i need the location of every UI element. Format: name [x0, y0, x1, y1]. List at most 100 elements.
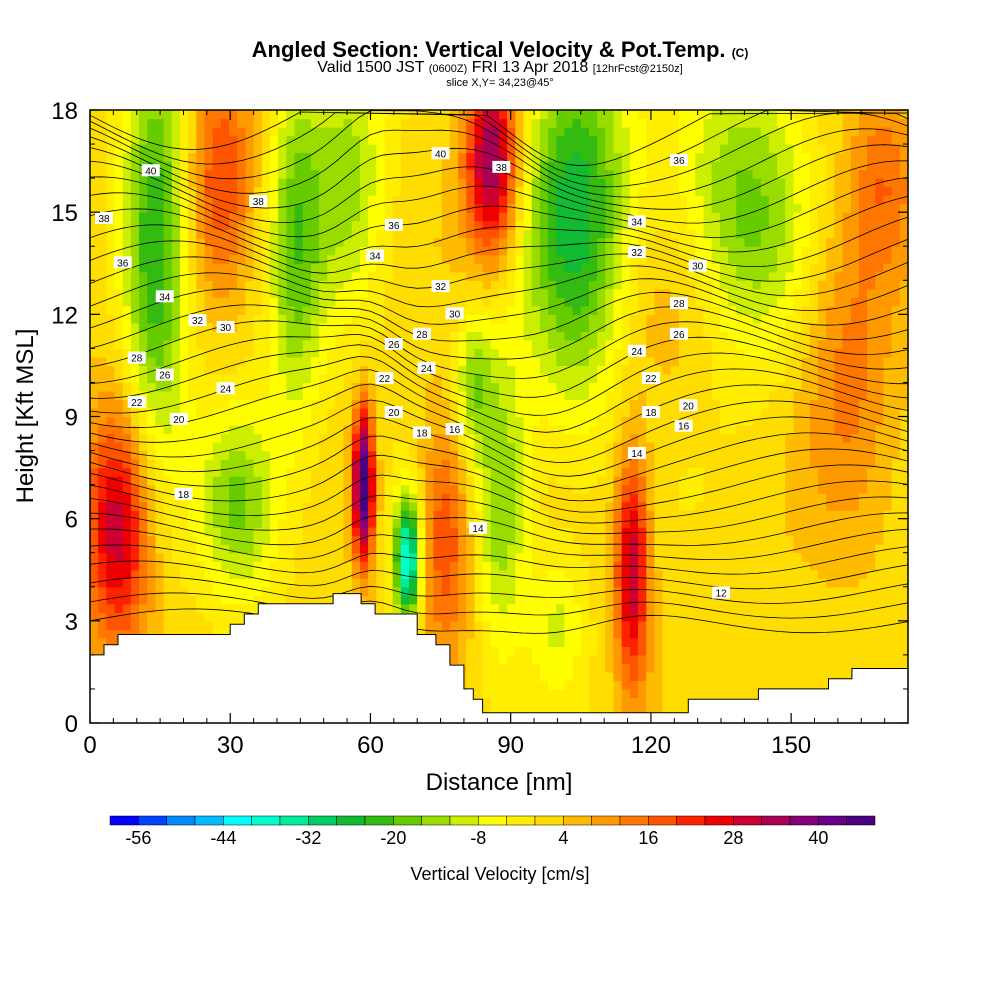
- field-cell: [482, 288, 492, 298]
- field-cell: [458, 161, 467, 171]
- field-cell: [605, 510, 615, 520]
- field-cell: [588, 314, 598, 324]
- field-cell: [507, 212, 516, 222]
- field-cell: [220, 595, 230, 605]
- field-cell: [212, 399, 222, 409]
- field-cell: [261, 467, 271, 477]
- field-cell: [392, 144, 402, 154]
- field-cell: [368, 535, 377, 545]
- field-cell: [359, 186, 369, 196]
- field-cell: [588, 535, 598, 545]
- field-cell: [417, 152, 426, 162]
- field-cell: [449, 612, 459, 622]
- field-cell: [539, 263, 549, 273]
- field-cell: [106, 322, 116, 332]
- field-cell: [237, 322, 247, 332]
- field-cell: [482, 629, 492, 639]
- field-cell: [507, 510, 516, 520]
- field-cell: [343, 459, 353, 469]
- field-cell: [556, 527, 566, 537]
- field-cell: [458, 595, 467, 605]
- field-cell: [523, 552, 533, 562]
- field-cell: [319, 433, 328, 443]
- field-cell: [237, 237, 247, 247]
- field-cell: [646, 280, 656, 290]
- field-cell: [458, 365, 467, 375]
- field-cell: [204, 356, 214, 367]
- field-cell: [400, 527, 410, 537]
- field-cell: [351, 501, 361, 511]
- field-cell: [188, 518, 197, 528]
- field-cell: [237, 288, 247, 298]
- field-cell: [400, 365, 410, 375]
- field-cell: [433, 637, 443, 647]
- field-cell: [147, 297, 157, 307]
- field-cell: [392, 442, 402, 452]
- field-cell: [163, 433, 173, 443]
- field-cell: [425, 178, 435, 188]
- field-cell: [556, 493, 566, 503]
- field-cell: [433, 569, 443, 579]
- field-cell: [638, 527, 647, 537]
- field-cell: [229, 552, 238, 562]
- field-cell: [572, 646, 582, 656]
- field-cell: [188, 467, 197, 477]
- field-cell: [163, 229, 173, 239]
- field-cell: [114, 390, 124, 401]
- field-cell: [605, 229, 615, 239]
- field-cell: [245, 339, 255, 349]
- field-cell: [237, 544, 247, 554]
- field-cell: [368, 501, 377, 511]
- field-cell: [588, 484, 598, 494]
- field-cell: [588, 544, 598, 554]
- field-cell: [302, 127, 312, 137]
- field-cell: [392, 544, 402, 554]
- field-cell: [605, 535, 615, 545]
- field-cell: [269, 578, 279, 588]
- field-cell: [319, 356, 328, 367]
- field-cell: [613, 629, 623, 639]
- field-cell: [90, 578, 99, 588]
- field-cell: [261, 314, 271, 324]
- field-cell: [147, 356, 157, 367]
- field-cell: [343, 144, 353, 154]
- field-cell: [114, 552, 124, 562]
- field-cell: [400, 399, 410, 409]
- field-cell: [106, 161, 116, 171]
- field-cell: [515, 390, 525, 401]
- field-cell: [229, 212, 238, 222]
- field-cell: [458, 646, 467, 656]
- field-cell: [548, 331, 557, 341]
- field-cell: [556, 203, 566, 213]
- field-cell: [458, 629, 467, 639]
- field-cell: [90, 331, 99, 341]
- field-cell: [605, 467, 615, 477]
- field-cell: [179, 612, 189, 622]
- field-cell: [597, 544, 606, 554]
- field-cell: [613, 612, 623, 622]
- field-cell: [163, 450, 173, 460]
- field-cell: [646, 263, 656, 273]
- field-cell: [605, 425, 615, 435]
- field-cell: [327, 390, 336, 401]
- field-cell: [114, 348, 124, 358]
- field-cell: [629, 425, 639, 435]
- field-cell: [449, 152, 459, 162]
- field-cell: [384, 578, 394, 588]
- field-cell: [343, 348, 353, 358]
- field-cell: [621, 144, 631, 154]
- field-cell: [368, 407, 377, 418]
- field-cell: [409, 186, 418, 196]
- field-cell: [572, 433, 582, 443]
- field-cell: [122, 501, 132, 511]
- field-cell: [245, 425, 255, 435]
- field-cell: [253, 348, 263, 358]
- field-cell: [613, 510, 623, 520]
- field-cell: [351, 314, 361, 324]
- field-cell: [523, 654, 533, 664]
- field-cell: [441, 637, 451, 647]
- field-cell: [229, 399, 238, 409]
- field-cell: [155, 416, 165, 426]
- field-cell: [220, 237, 230, 247]
- field-cell: [499, 561, 508, 571]
